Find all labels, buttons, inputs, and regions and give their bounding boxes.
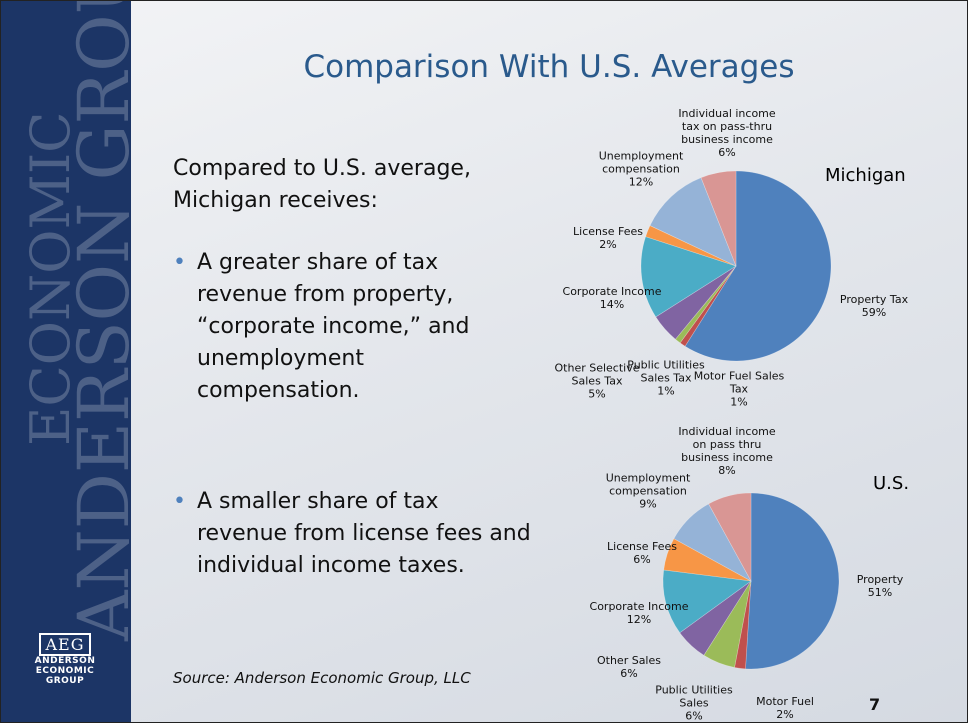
- slice-label: License Fees 2%: [556, 225, 660, 251]
- bullet: A greater share of tax revenue from prop…: [173, 247, 533, 407]
- slice-value: 6%: [620, 667, 638, 680]
- source-note: Source: Anderson Economic Group, LLC: [173, 669, 471, 687]
- pie-slice: [679, 580, 752, 656]
- slice-value: 5%: [588, 387, 606, 401]
- logo: AEG ANDERSON ECONOMIC GROUP: [13, 633, 117, 686]
- slice-label: Unemployment compensation 9%: [596, 472, 700, 511]
- slice-label: Corporate Income 12%: [587, 600, 691, 626]
- pie-slice: [640, 236, 737, 318]
- pie-slice: [649, 177, 737, 267]
- slice-value: 51%: [867, 586, 893, 599]
- slice-label: Motor Fuel Sales Tax 1%: [687, 370, 791, 409]
- pie-slice: [703, 580, 752, 668]
- slice-label: Individual income tax on pass-thru busin…: [675, 107, 779, 159]
- slice-label: Property 51%: [828, 573, 932, 599]
- slice-category: Corporate Income: [589, 600, 689, 613]
- slice-label: Corporate Income 14%: [560, 285, 664, 311]
- pie-slice: [745, 492, 840, 670]
- logo-line: ANDERSON: [34, 656, 96, 666]
- slice-value: 12%: [628, 175, 654, 189]
- slice-category: Other Selective Sales Tax: [554, 361, 640, 388]
- pie-slice: [679, 265, 737, 347]
- slice-value: 14%: [599, 298, 625, 311]
- slice-label: Public Utilities Sales 6%: [642, 684, 746, 723]
- logo-line: GROUP: [45, 676, 85, 686]
- slice-label: Other Selective Sales Tax 5%: [545, 362, 649, 401]
- slice-category: License Fees: [607, 540, 677, 553]
- slice-category: Individual income on pass thru business …: [678, 425, 776, 464]
- slice-value: 6%: [718, 146, 736, 159]
- chart-title: U.S.: [873, 473, 910, 494]
- sidebar: ECONOMIC ANDERSON GROUP AEG ANDERSON ECO…: [1, 1, 145, 722]
- slice-value: 1%: [657, 384, 675, 398]
- slice-label: Property Tax 59%: [822, 293, 926, 319]
- page-number: 7: [869, 695, 881, 714]
- slice-value: 8%: [718, 464, 736, 477]
- pie-slice: [655, 265, 737, 340]
- slice-label: Unemployment compensation 12%: [589, 150, 693, 189]
- slide-title: Comparison With U.S. Averages: [303, 49, 795, 85]
- slice-category: Property Tax: [839, 293, 909, 306]
- slice-category: Public Utilities Sales Tax: [627, 358, 705, 385]
- pie-slice: [673, 503, 752, 582]
- pie-slice: [663, 538, 752, 582]
- slice-value: 12%: [626, 613, 652, 626]
- slice-category: Unemployment compensation: [598, 149, 684, 176]
- slice-value: 9%: [639, 497, 657, 511]
- chart-title: Michigan: [825, 165, 906, 186]
- slice-value: 6%: [685, 709, 703, 723]
- slice-value: 1%: [730, 395, 748, 409]
- slice-value: 6%: [633, 553, 651, 566]
- slice-category: Public Utilities Sales: [655, 683, 733, 710]
- slice-category: Other Sales: [596, 654, 661, 667]
- pie-slice: [675, 265, 737, 344]
- slice-category: Individual income tax on pass-thru busin…: [678, 107, 776, 146]
- pie-slice: [734, 580, 752, 670]
- slice-category: Unemployment compensation: [605, 471, 691, 498]
- slice-value: 2%: [776, 708, 794, 721]
- pie-slice: [645, 225, 737, 267]
- pie-slice: [700, 170, 737, 267]
- slice-value: 59%: [861, 306, 887, 319]
- slice-label: License Fees 6%: [590, 540, 694, 566]
- logo-line: ECONOMIC: [35, 666, 95, 676]
- slice-label: Other Sales 6%: [577, 654, 681, 680]
- logo-mark: AEG: [39, 633, 91, 656]
- slice-category: Corporate Income: [562, 285, 662, 298]
- slice-category: Property: [856, 573, 904, 586]
- slice-category: License Fees: [573, 225, 643, 238]
- pie-slice: [662, 569, 752, 634]
- slice-label: Individual income on pass thru business …: [675, 425, 779, 477]
- slice-category: Motor Fuel Sales Tax: [693, 369, 785, 396]
- pie-slice: [684, 170, 832, 362]
- slice-category: Motor Fuel: [756, 695, 814, 708]
- slice-value: 2%: [599, 238, 617, 251]
- intro-text: Compared to U.S. average, Michigan recei…: [173, 156, 471, 213]
- slice-label: Public Utilities Sales Tax 1%: [614, 359, 718, 398]
- pie-slice: [708, 492, 752, 582]
- bullet: A smaller share of tax revenue from lice…: [173, 486, 533, 582]
- slice-label: Motor Fuel 2%: [733, 695, 837, 721]
